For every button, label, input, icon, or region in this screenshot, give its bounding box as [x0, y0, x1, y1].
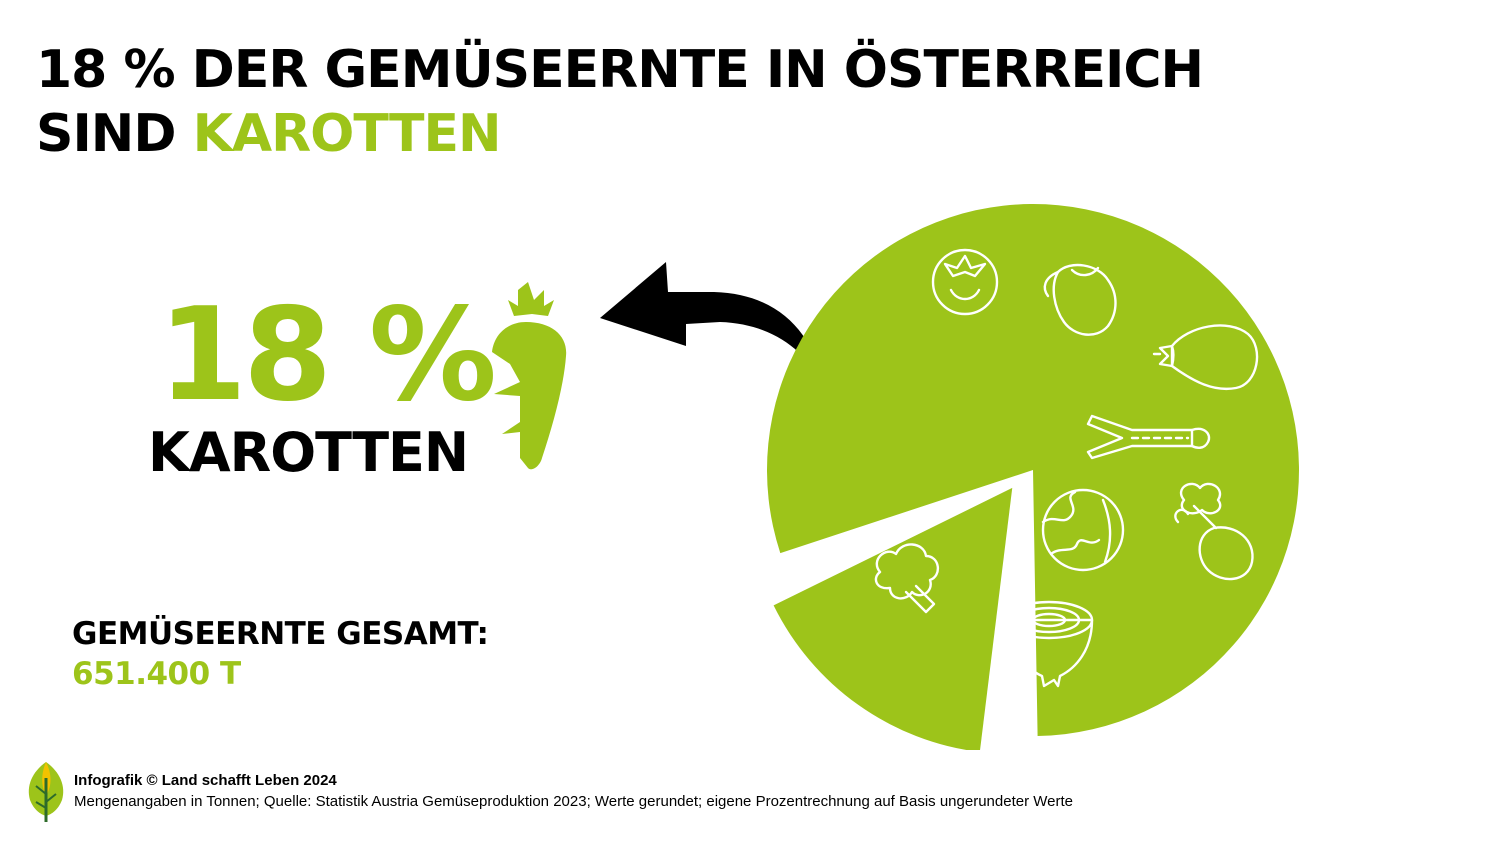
logo-leaf-icon — [28, 762, 64, 822]
leek-icon — [1086, 414, 1211, 460]
cabbage-icon — [1041, 488, 1125, 572]
footer-source: Mengenangaben in Tonnen; Quelle: Statist… — [74, 793, 1073, 810]
pie-slice-other — [766, 204, 1299, 736]
highlight-label: KAROTTEN — [148, 421, 469, 484]
total-label: GEMÜSEERNTE GESAMT: — [72, 616, 489, 652]
total-value: 651.400 T — [72, 656, 241, 692]
pie-slice-karotten — [773, 487, 1013, 750]
page-title: 18 % DER GEMÜSEERNTE IN ÖSTERREICH SIND … — [36, 38, 1204, 166]
tomato-icon — [931, 248, 999, 316]
title-line-2: SIND KAROTTEN — [36, 102, 1203, 166]
onion-icon — [1004, 600, 1094, 688]
footer-credit: Infografik © Land schafft Leben 2024 — [74, 772, 337, 789]
broccoli-icon — [874, 543, 939, 614]
pie-chart — [766, 204, 1299, 750]
pepper-icon — [1043, 263, 1117, 336]
highlight-percent: 18 % — [158, 281, 497, 430]
beetroot-icon — [1174, 482, 1254, 581]
carrot-icon — [492, 282, 567, 470]
title-line-1: 18 % DER GEMÜSEERNTE IN ÖSTERREICH — [36, 40, 1204, 100]
arrow-icon — [600, 262, 826, 396]
eggplant-icon — [1152, 324, 1259, 391]
title-prefix: SIND — [36, 104, 193, 164]
title-highlight: KAROTTEN — [192, 104, 502, 164]
